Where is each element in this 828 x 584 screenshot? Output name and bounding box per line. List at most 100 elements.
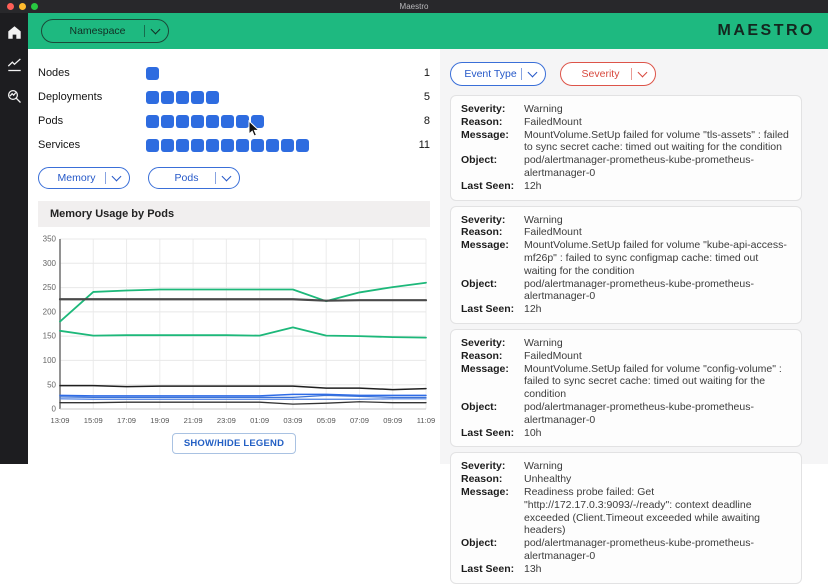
stat-row: Pods 8: [38, 109, 430, 133]
field-label: Object:: [461, 401, 519, 427]
app-window: Maestro Namespace: [0, 0, 828, 464]
event-reason-value: Unhealthy: [524, 473, 791, 486]
metric-dropdown[interactable]: Memory: [38, 167, 130, 189]
resource-dropdown[interactable]: Pods: [148, 167, 240, 189]
svg-text:03:09: 03:09: [283, 416, 302, 425]
field-label: Last Seen:: [461, 180, 519, 193]
app-logo: MAESTRO: [718, 22, 816, 40]
stat-squares: [146, 91, 410, 104]
field-label: Last Seen:: [461, 303, 519, 316]
severity-dropdown-label: Severity: [570, 68, 631, 80]
stat-square: [176, 139, 189, 152]
stat-square: [161, 91, 174, 104]
app-header: Namespace MAESTRO: [28, 13, 828, 49]
stat-squares: [146, 115, 410, 128]
event-last_seen-value: 10h: [524, 427, 791, 440]
stat-square: [206, 91, 219, 104]
svg-text:11:09: 11:09: [417, 416, 435, 425]
event-last_seen-value: 13h: [524, 563, 791, 576]
home-icon[interactable]: [7, 25, 22, 40]
svg-text:300: 300: [43, 259, 57, 268]
window-title: Maestro: [0, 2, 828, 11]
field-label: Object:: [461, 154, 519, 180]
stat-square: [191, 115, 204, 128]
svg-text:250: 250: [43, 283, 57, 292]
event-severity-value: Warning: [524, 214, 791, 227]
event-message-value: Readiness probe failed: Get "http://172.…: [524, 486, 791, 537]
stat-square: [236, 115, 249, 128]
stat-squares: [146, 67, 410, 80]
stats-list: Nodes 1 Deployments 5 Pods 8 Services 11: [38, 61, 430, 157]
dropdown-divider: [144, 25, 145, 37]
severity-dropdown[interactable]: Severity: [560, 62, 656, 86]
event-object-value: pod/alertmanager-prometheus-kube-prometh…: [524, 401, 791, 427]
svg-text:17:09: 17:09: [117, 416, 136, 425]
show-hide-legend-button[interactable]: SHOW/HIDE LEGEND: [172, 433, 296, 454]
stat-square: [191, 139, 204, 152]
svg-text:09:09: 09:09: [383, 416, 402, 425]
overview-panel: Nodes 1 Deployments 5 Pods 8 Services 11…: [28, 49, 440, 464]
chart-series-pod-black-b: [60, 402, 426, 404]
sidebar: [0, 13, 28, 464]
event-severity-value: Warning: [524, 460, 791, 473]
stat-square: [266, 139, 279, 152]
line-chart-icon[interactable]: [7, 57, 22, 72]
chart-series-pod-green-a: [60, 283, 426, 322]
event-message-value: MountVolume.SetUp failed for volume "con…: [524, 363, 791, 401]
field-label: Object:: [461, 278, 519, 304]
stat-label: Pods: [38, 115, 146, 127]
chart-filter-row: Memory Pods: [38, 167, 430, 189]
svg-text:0: 0: [52, 405, 57, 414]
event-object-value: pod/alertmanager-prometheus-kube-prometh…: [524, 537, 791, 563]
svg-text:350: 350: [43, 235, 57, 244]
chevron-down-icon: [222, 172, 232, 182]
chart-title: Memory Usage by Pods: [38, 201, 430, 227]
chevron-down-icon: [638, 68, 648, 78]
stat-square: [251, 139, 264, 152]
chart-series-pod-blue-a: [60, 394, 426, 395]
search-metrics-icon[interactable]: [7, 89, 22, 104]
stat-square: [161, 115, 174, 128]
field-label: Message:: [461, 239, 519, 277]
event-object-value: pod/alertmanager-prometheus-kube-prometh…: [524, 278, 791, 304]
field-label: Severity:: [461, 337, 519, 350]
event-last_seen-value: 12h: [524, 180, 791, 193]
dropdown-divider: [105, 172, 106, 184]
event-last_seen-value: 12h: [524, 303, 791, 316]
event-type-dropdown[interactable]: Event Type: [450, 62, 546, 86]
event-type-dropdown-label: Event Type: [460, 68, 521, 80]
svg-text:01:09: 01:09: [250, 416, 269, 425]
field-label: Last Seen:: [461, 563, 519, 576]
dropdown-divider: [215, 172, 216, 184]
svg-text:200: 200: [43, 307, 57, 316]
namespace-dropdown[interactable]: Namespace: [41, 19, 169, 43]
field-label: Message:: [461, 486, 519, 537]
stat-label: Nodes: [38, 67, 146, 79]
dropdown-divider: [631, 68, 632, 80]
event-message-value: MountVolume.SetUp failed for volume "kub…: [524, 239, 791, 277]
chevron-down-icon: [528, 68, 538, 78]
field-label: Message:: [461, 129, 519, 155]
field-label: Message:: [461, 363, 519, 401]
svg-text:13:09: 13:09: [50, 416, 69, 425]
stat-square: [221, 115, 234, 128]
svg-text:21:09: 21:09: [184, 416, 203, 425]
svg-text:23:09: 23:09: [217, 416, 236, 425]
event-reason-value: FailedMount: [524, 350, 791, 363]
titlebar: Maestro: [0, 0, 828, 13]
event-reason-value: FailedMount: [524, 116, 791, 129]
stat-square: [161, 139, 174, 152]
event-filter-row: Event Type Severity: [450, 62, 802, 86]
event-object-value: pod/alertmanager-prometheus-kube-prometh…: [524, 154, 791, 180]
stat-square: [251, 115, 264, 128]
stat-square: [236, 139, 249, 152]
field-label: Object:: [461, 537, 519, 563]
field-label: Severity:: [461, 214, 519, 227]
stat-count: 5: [410, 91, 430, 103]
